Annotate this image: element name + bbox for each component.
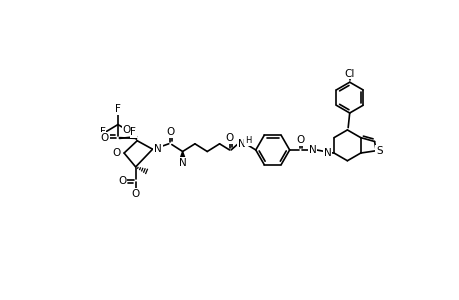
Text: O: O [131, 189, 140, 199]
Text: N: N [308, 145, 316, 155]
Text: F: F [115, 104, 121, 114]
Text: F: F [100, 127, 105, 137]
Text: O: O [112, 148, 120, 158]
Text: H: H [244, 136, 251, 145]
Text: O: O [118, 176, 126, 186]
Text: O: O [122, 125, 130, 135]
Text: S: S [375, 146, 382, 156]
Polygon shape [179, 152, 185, 159]
Text: O: O [101, 133, 109, 142]
Text: N: N [237, 139, 245, 149]
Text: N: N [179, 158, 186, 168]
Text: N: N [154, 144, 162, 154]
Text: O: O [296, 135, 304, 145]
Text: O: O [225, 134, 233, 143]
Text: N: N [323, 148, 331, 158]
Text: Cl: Cl [344, 69, 354, 79]
Text: O: O [166, 127, 174, 137]
Text: F: F [130, 127, 136, 137]
